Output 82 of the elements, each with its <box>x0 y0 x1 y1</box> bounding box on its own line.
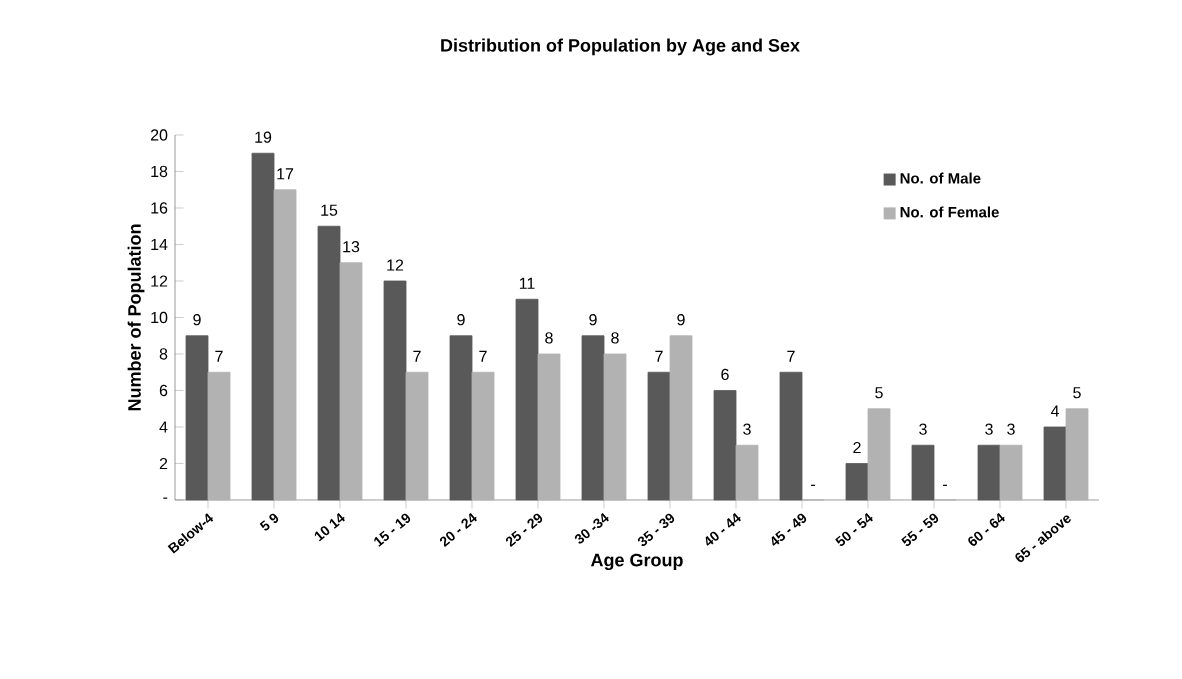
x-tick-label: 40 - 44 <box>705 512 741 546</box>
bar <box>977 444 1001 501</box>
bar <box>603 353 627 501</box>
x-tick-label: 15 - 19 <box>374 513 411 547</box>
data-label: 3 <box>919 423 927 435</box>
data-label: 19 <box>255 131 272 143</box>
bar <box>251 152 275 501</box>
data-label: 7 <box>215 350 223 362</box>
data-label: 7 <box>787 350 795 362</box>
data-label: 5 <box>1073 387 1081 399</box>
bar <box>449 335 473 501</box>
bar <box>581 335 605 501</box>
x-tick-label: 35 - 39 <box>637 513 675 547</box>
x-tick-label: 20 - 24 <box>439 512 477 548</box>
data-label: - <box>811 484 815 486</box>
data-label: 7 <box>479 350 487 362</box>
bar <box>273 189 297 501</box>
y-axis-title: Number of Population <box>127 224 145 411</box>
y-tick-label: 6 <box>159 384 168 397</box>
bar <box>999 444 1023 501</box>
bar <box>207 371 231 501</box>
bar <box>471 371 495 501</box>
x-tick-label: 25 - 29 <box>505 513 543 548</box>
x-tick-label: 30 -34 <box>574 512 609 544</box>
bar <box>845 463 869 501</box>
data-label: 2 <box>853 441 861 454</box>
bar <box>911 444 935 501</box>
legend-label: No. of Female <box>900 206 999 218</box>
bar <box>1065 408 1089 501</box>
x-tick-label: 45 - 49 <box>771 513 807 546</box>
bar <box>735 444 759 501</box>
bar <box>383 280 407 501</box>
data-label: 5 <box>875 387 883 399</box>
bar <box>405 371 429 501</box>
bar <box>669 335 693 501</box>
data-label: 12 <box>387 259 404 271</box>
y-tick-label: 14 <box>151 238 168 250</box>
data-label: 9 <box>193 314 201 326</box>
y-tick-label: 2 <box>159 457 168 470</box>
x-tick-label: 60 - 64 <box>968 512 1005 546</box>
data-label: - <box>943 484 947 486</box>
y-tick-label: 20 <box>150 129 168 141</box>
chart-title: Distribution of Population by Age and Sex <box>441 38 800 56</box>
data-label: 3 <box>743 423 751 435</box>
y-tick-label: 18 <box>151 165 168 178</box>
bar <box>515 298 539 501</box>
data-label: 9 <box>589 314 597 326</box>
x-tick-label: 50 - 54 <box>835 512 873 547</box>
bar <box>779 371 803 501</box>
data-label: 9 <box>677 314 685 326</box>
data-label: 13 <box>343 241 360 253</box>
data-label: 8 <box>611 332 619 344</box>
legend-label: No. of Male <box>900 172 981 184</box>
data-label: 6 <box>721 368 729 381</box>
data-label: 3 <box>985 423 993 435</box>
data-label: 7 <box>655 350 663 362</box>
y-tick-label: 16 <box>151 202 168 214</box>
y-tick-label: - <box>163 497 168 499</box>
y-tick-label: 10 <box>151 311 168 324</box>
y-tick-label: 12 <box>151 275 168 287</box>
bar <box>867 408 891 501</box>
x-tick-label: 5 9 <box>259 513 279 531</box>
bar <box>713 390 737 501</box>
data-label: 15 <box>321 204 338 216</box>
x-tick-label: 55 - 59 <box>901 513 939 547</box>
bar <box>317 225 341 501</box>
bar <box>339 262 363 501</box>
data-label: 17 <box>277 168 294 180</box>
bar <box>1043 426 1067 501</box>
y-tick-label: 8 <box>159 348 168 360</box>
data-label: 9 <box>457 314 465 326</box>
bar <box>647 371 671 501</box>
x-axis-title: Age Group <box>590 553 683 571</box>
y-tick-label: 4 <box>159 421 168 433</box>
data-label: 4 <box>1050 405 1059 417</box>
x-tick-label: 10 14 <box>314 512 345 542</box>
bar <box>537 353 561 501</box>
data-label: 7 <box>413 350 421 362</box>
data-label: 11 <box>519 277 535 289</box>
data-label: 3 <box>1007 423 1015 435</box>
bar <box>185 335 209 501</box>
data-label: 8 <box>545 332 553 344</box>
